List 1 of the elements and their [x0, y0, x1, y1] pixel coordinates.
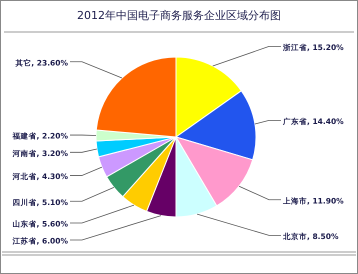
chart-title: 2012年中国电子商务服务企业区域分布图 — [77, 9, 281, 22]
